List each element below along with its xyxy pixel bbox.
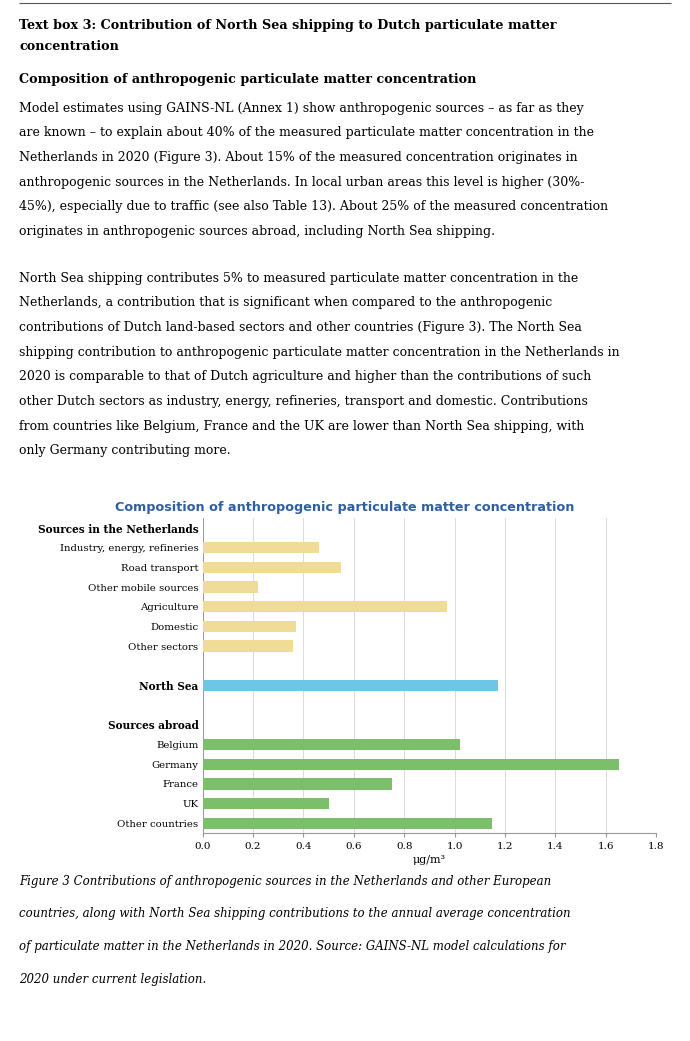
Bar (203, 640, 293, 652)
Bar (203, 759, 618, 770)
Bar (203, 680, 497, 691)
Text: Figure 3 Contributions of anthropogenic sources in the Netherlands and other Eur: Figure 3 Contributions of anthropogenic … (19, 874, 551, 888)
Text: Netherlands in 2020 (Figure 3). About 15% of the measured concentration originat: Netherlands in 2020 (Figure 3). About 15… (19, 151, 578, 164)
Text: anthropogenic sources in the Netherlands. In local urban areas this level is hig: anthropogenic sources in the Netherlands… (19, 176, 584, 188)
Bar (203, 562, 342, 574)
Text: shipping contribution to anthropogenic particulate matter concentration in the N: shipping contribution to anthropogenic p… (19, 346, 620, 359)
Text: of particulate matter in the Netherlands in 2020. Source: GAINS-NL model calcula: of particulate matter in the Netherlands… (19, 940, 566, 953)
X-axis label: μg/m³: μg/m³ (413, 856, 446, 865)
Bar (203, 620, 296, 632)
Text: Model estimates using GAINS-NL (Annex 1) show anthropogenic sources – as far as : Model estimates using GAINS-NL (Annex 1)… (19, 102, 584, 115)
Bar (203, 797, 328, 809)
Bar (203, 581, 258, 592)
Text: from countries like Belgium, France and the UK are lower than North Sea shipping: from countries like Belgium, France and … (19, 420, 584, 433)
Text: 45%), especially due to traffic (see also Table 13). About 25% of the measured c: 45%), especially due to traffic (see als… (19, 200, 609, 213)
Bar (203, 601, 447, 612)
Text: only Germany contributing more.: only Germany contributing more. (19, 445, 231, 457)
Bar (203, 542, 319, 554)
Text: are known – to explain about 40% of the measured particulate matter concentratio: are known – to explain about 40% of the … (19, 126, 594, 139)
Text: originates in anthropogenic sources abroad, including North Sea shipping.: originates in anthropogenic sources abro… (19, 225, 495, 238)
Bar (203, 739, 460, 751)
Bar (203, 779, 392, 790)
Text: North Sea shipping contributes 5% to measured particulate matter concentration i: North Sea shipping contributes 5% to mea… (19, 272, 579, 285)
Text: 2020 is comparable to that of Dutch agriculture and higher than the contribution: 2020 is comparable to that of Dutch agri… (19, 371, 591, 383)
Text: concentration: concentration (19, 41, 119, 53)
Text: countries, along with North Sea shipping contributions to the annual average con: countries, along with North Sea shipping… (19, 908, 571, 920)
Text: 2020 under current legislation.: 2020 under current legislation. (19, 972, 206, 986)
Text: contributions of Dutch land-based sectors and other countries (Figure 3). The No: contributions of Dutch land-based sector… (19, 321, 582, 334)
Text: Netherlands, a contribution that is significant when compared to the anthropogen: Netherlands, a contribution that is sign… (19, 297, 553, 309)
Text: Composition of anthropogenic particulate matter concentration: Composition of anthropogenic particulate… (19, 74, 477, 86)
Text: Text box 3: Contribution of North Sea shipping to Dutch particulate matter: Text box 3: Contribution of North Sea sh… (19, 19, 557, 32)
Bar (203, 817, 493, 829)
Text: other Dutch sectors as industry, energy, refineries, transport and domestic. Con: other Dutch sectors as industry, energy,… (19, 395, 588, 408)
Text: Composition of anthropogenic particulate matter concentration: Composition of anthropogenic particulate… (115, 502, 575, 514)
